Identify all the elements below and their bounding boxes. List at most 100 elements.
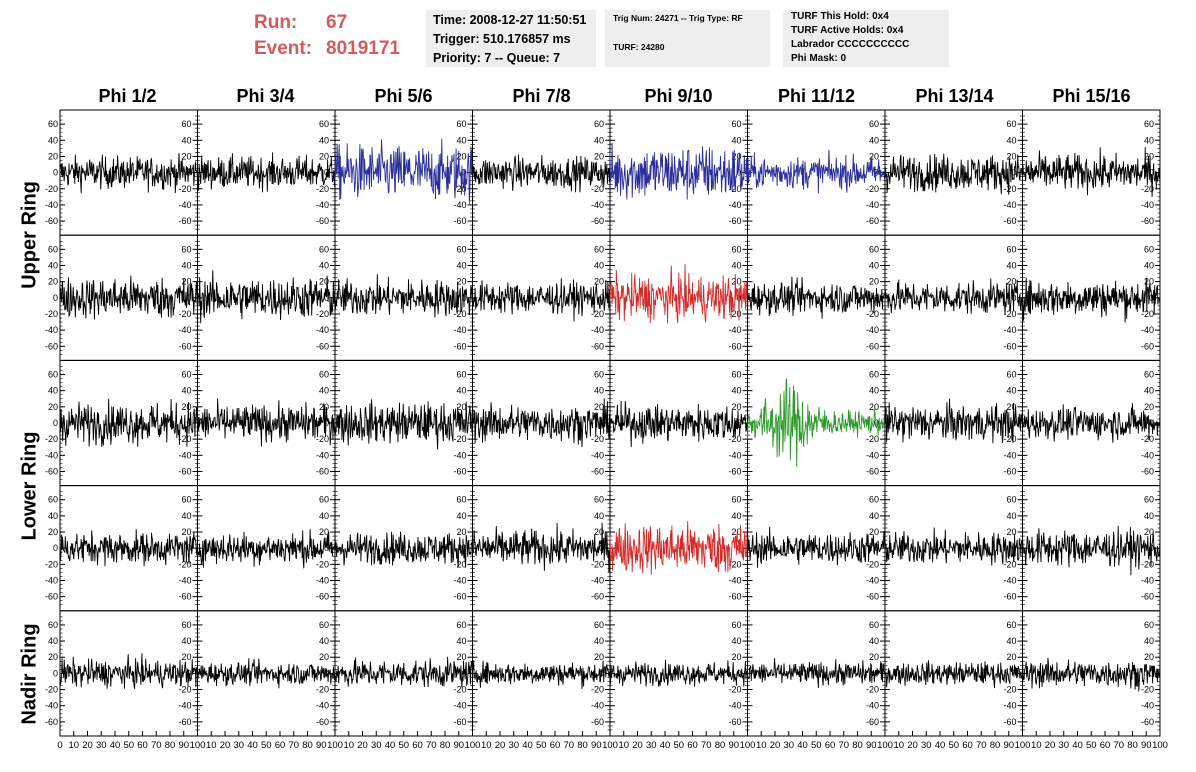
waveform-trace (747, 378, 886, 467)
y-tick-label: 40 (1006, 135, 1016, 145)
x-tick-label: 40 (247, 740, 258, 751)
y-tick-label: 20 (1144, 151, 1154, 161)
waveform-trace (1022, 147, 1161, 198)
y-tick-label: -60 (1141, 466, 1154, 476)
y-tick-label: -40 (453, 576, 466, 586)
time-line: Time: 2008-12-27 11:50:51 (433, 13, 587, 27)
y-tick-label: -40 (1141, 701, 1154, 711)
y-tick-label: -20 (453, 184, 466, 194)
y-tick-label: 60 (319, 620, 329, 630)
run-label: Run: (254, 12, 298, 33)
x-tick-label: 50 (673, 740, 684, 751)
x-tick-label: 60 (1100, 740, 1111, 751)
y-tick-label: -20 (728, 309, 741, 319)
x-tick-label: 20 (770, 740, 781, 751)
waveform-trace (197, 529, 336, 569)
y-tick-label: -40 (178, 576, 191, 586)
y-tick-label: 0 (53, 543, 58, 553)
x-tick-label: 10 (893, 740, 904, 751)
y-tick-label: -40 (1003, 701, 1016, 711)
y-tick-label: 60 (594, 370, 604, 380)
y-tick-label: -60 (45, 341, 58, 351)
run-event-block: Run: 67 Event: 8019171 (254, 10, 400, 62)
y-tick-label: -20 (45, 184, 58, 194)
y-tick-label: -20 (316, 309, 329, 319)
waveform-trace (472, 154, 611, 193)
x-tick-label: 30 (508, 740, 519, 751)
y-tick-label: -60 (728, 717, 741, 727)
waveform-trace (334, 531, 473, 568)
y-tick-label: 40 (731, 386, 741, 396)
y-tick-label: 40 (731, 260, 741, 270)
y-tick-label: 40 (48, 511, 58, 521)
waveform-trace (334, 274, 473, 318)
y-tick-label: 40 (1144, 260, 1154, 270)
priority-line: Priority: 7 -- Queue: 7 (433, 51, 561, 65)
y-tick-label: -60 (728, 466, 741, 476)
y-tick-label: 60 (1006, 370, 1016, 380)
y-tick-label: 0 (186, 543, 191, 553)
waveform-trace (747, 658, 886, 689)
y-tick-label: 40 (181, 386, 191, 396)
y-tick-label: -60 (1003, 592, 1016, 602)
y-tick-label: -40 (866, 450, 879, 460)
x-tick-label: 70 (838, 740, 849, 751)
y-tick-label: -60 (178, 592, 191, 602)
column-header: Phi 15/16 (1052, 86, 1131, 106)
x-tick-label: 50 (398, 740, 409, 751)
waveform-trace (472, 660, 611, 689)
y-tick-label: 60 (456, 244, 466, 254)
y-tick-label: -20 (45, 434, 58, 444)
y-tick-label: -60 (1003, 717, 1016, 727)
x-tick-label: 60 (137, 740, 148, 751)
waveform-trace (197, 152, 336, 193)
y-tick-label: -60 (45, 466, 58, 476)
y-tick-label: -40 (45, 200, 58, 210)
y-tick-label: 20 (1006, 151, 1016, 161)
y-tick-label: -60 (1141, 717, 1154, 727)
y-tick-label: 60 (1006, 244, 1016, 254)
y-tick-label: -20 (1003, 309, 1016, 319)
waveform-trace (59, 275, 198, 320)
y-tick-label: -60 (1003, 341, 1016, 351)
y-tick-label: 40 (456, 135, 466, 145)
waveform-trace (609, 659, 748, 687)
y-tick-label: -40 (591, 701, 604, 711)
x-tick-label: 40 (110, 740, 121, 751)
y-tick-label: 60 (456, 370, 466, 380)
y-tick-label: -20 (1003, 685, 1016, 695)
y-tick-label: 40 (869, 135, 879, 145)
trig-info-box: Trig Num: 24271 -- Trig Type: RF TURF: 2… (605, 10, 770, 67)
y-tick-label: 60 (181, 620, 191, 630)
x-tick-label: 20 (632, 740, 643, 751)
y-tick-label: -20 (1141, 434, 1154, 444)
x-tick-label: 60 (825, 740, 836, 751)
y-tick-label: 20 (1006, 527, 1016, 537)
y-tick-label: 40 (319, 135, 329, 145)
y-tick-label: -40 (316, 200, 329, 210)
y-tick-label: -60 (178, 341, 191, 351)
y-tick-label: 40 (48, 135, 58, 145)
waveform-trace (472, 522, 611, 573)
x-tick-label: 50 (811, 740, 822, 751)
event-label: Event: (254, 38, 313, 59)
y-tick-label: 0 (186, 293, 191, 303)
trig-line: Trig Num: 24271 -- Trig Type: RF (613, 13, 743, 23)
y-tick-label: -20 (1141, 184, 1154, 194)
y-tick-label: -60 (591, 592, 604, 602)
y-tick-label: -60 (316, 341, 329, 351)
y-tick-label: 0 (53, 668, 58, 678)
y-tick-label: -60 (1141, 592, 1154, 602)
x-tick-label: 60 (962, 740, 973, 751)
y-tick-label: 40 (1144, 386, 1154, 396)
y-tick-label: 20 (1006, 402, 1016, 412)
x-tick-label: 50 (123, 740, 134, 751)
y-tick-label: -60 (728, 592, 741, 602)
y-tick-label: -40 (453, 450, 466, 460)
y-tick-label: 60 (1006, 620, 1016, 630)
x-tick-label: 60 (412, 740, 423, 751)
y-tick-label: 0 (1149, 668, 1154, 678)
y-tick-label: -40 (728, 576, 741, 586)
x-tick-label: 10 (68, 740, 79, 751)
y-tick-label: 60 (456, 119, 466, 129)
